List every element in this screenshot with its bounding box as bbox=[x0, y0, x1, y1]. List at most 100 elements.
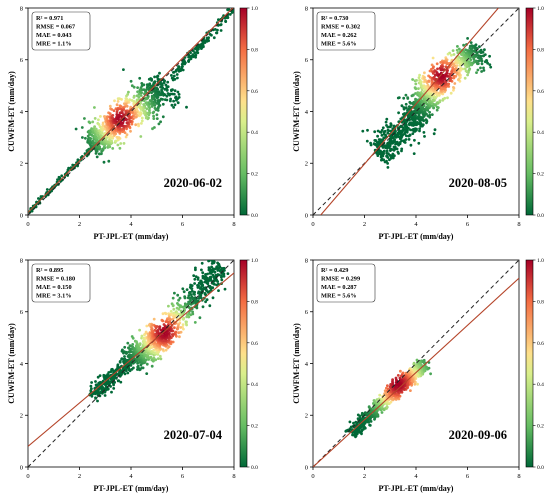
data-point bbox=[159, 120, 163, 124]
data-point bbox=[402, 96, 406, 100]
data-point bbox=[116, 100, 120, 103]
stats-box-frame bbox=[316, 11, 376, 51]
data-point bbox=[176, 327, 179, 331]
data-point bbox=[403, 128, 407, 132]
data-point bbox=[190, 289, 194, 293]
data-point bbox=[423, 76, 426, 79]
data-point bbox=[193, 47, 197, 51]
x-tick-label: 0 bbox=[26, 473, 29, 480]
data-point bbox=[172, 106, 176, 109]
data-point bbox=[99, 115, 102, 118]
data-point bbox=[181, 323, 185, 326]
data-point bbox=[176, 101, 180, 105]
data-point bbox=[138, 76, 142, 80]
colorbar: 0.0 0.2 0.4 0.6 0.8 1.0 bbox=[239, 6, 258, 219]
data-point bbox=[196, 278, 200, 281]
data-point bbox=[165, 89, 169, 92]
data-point bbox=[488, 54, 491, 58]
stat-line: MRE = 1.1% bbox=[36, 41, 72, 48]
data-point bbox=[120, 121, 123, 125]
data-point bbox=[418, 73, 421, 77]
data-point bbox=[177, 69, 181, 73]
data-point bbox=[118, 360, 122, 363]
data-point bbox=[185, 288, 189, 291]
data-point bbox=[132, 366, 135, 370]
data-point bbox=[137, 92, 141, 96]
x-tick-label: 4 bbox=[414, 221, 418, 228]
data-point bbox=[171, 78, 175, 82]
data-point bbox=[421, 123, 425, 127]
data-point bbox=[428, 113, 432, 117]
data-point bbox=[463, 76, 467, 80]
data-point bbox=[372, 402, 375, 405]
data-point bbox=[140, 122, 143, 125]
data-point bbox=[200, 47, 203, 50]
data-point bbox=[219, 29, 223, 32]
fit-line bbox=[28, 272, 234, 447]
data-point bbox=[135, 340, 138, 343]
data-point bbox=[125, 94, 128, 98]
y-tick-label: 0 bbox=[305, 464, 308, 471]
data-point bbox=[124, 135, 128, 139]
data-point bbox=[100, 152, 103, 156]
data-point bbox=[119, 142, 123, 145]
data-point bbox=[374, 139, 378, 143]
data-point bbox=[463, 63, 467, 67]
data-point bbox=[380, 128, 384, 132]
y-tick-label: 6 bbox=[20, 309, 24, 316]
scatter-points bbox=[28, 8, 234, 215]
data-point bbox=[415, 79, 418, 82]
stat-line: R² = 0.971 bbox=[36, 15, 63, 22]
data-point bbox=[148, 108, 151, 112]
data-point bbox=[157, 122, 161, 126]
data-point bbox=[478, 50, 481, 53]
data-point bbox=[446, 96, 449, 100]
data-point bbox=[391, 156, 395, 160]
data-point bbox=[177, 303, 180, 307]
data-point bbox=[385, 117, 389, 121]
data-point bbox=[348, 420, 352, 424]
data-point bbox=[404, 93, 408, 97]
data-point bbox=[164, 320, 168, 323]
data-point bbox=[366, 128, 369, 132]
data-point bbox=[144, 116, 148, 120]
data-point bbox=[196, 284, 199, 287]
data-point bbox=[123, 131, 127, 135]
data-point bbox=[216, 280, 220, 283]
data-point bbox=[136, 362, 140, 365]
data-point bbox=[172, 307, 176, 311]
data-point bbox=[435, 105, 439, 109]
data-point bbox=[417, 76, 421, 79]
date-label: 2020-07-04 bbox=[164, 428, 223, 442]
data-point bbox=[444, 73, 447, 76]
stat-line: MAE = 0.287 bbox=[321, 284, 357, 291]
data-point bbox=[81, 136, 84, 139]
data-point bbox=[96, 399, 99, 403]
data-point bbox=[373, 399, 376, 403]
data-point bbox=[217, 289, 220, 292]
y-tick-label: 0 bbox=[305, 212, 308, 219]
data-point bbox=[161, 102, 165, 106]
colorbar-gradient bbox=[525, 7, 534, 216]
data-point bbox=[479, 66, 482, 70]
data-point bbox=[113, 99, 116, 103]
data-point bbox=[419, 103, 422, 107]
fit-line bbox=[320, 8, 499, 215]
data-point bbox=[432, 102, 436, 106]
data-point bbox=[211, 296, 215, 300]
data-point bbox=[380, 411, 384, 414]
data-point bbox=[361, 129, 365, 133]
data-point bbox=[488, 63, 492, 66]
stat-line: R² = 0.429 bbox=[321, 267, 348, 274]
data-point bbox=[386, 131, 390, 135]
colorbar: 0.0 0.2 0.4 0.6 0.8 1.0 bbox=[525, 6, 544, 219]
data-point bbox=[208, 271, 212, 275]
data-point bbox=[228, 13, 232, 16]
data-point bbox=[169, 340, 173, 344]
data-point bbox=[427, 80, 431, 83]
data-point bbox=[480, 70, 483, 73]
data-point bbox=[108, 138, 111, 142]
data-point bbox=[384, 133, 387, 137]
colorbar-tick-label: 0.2 bbox=[251, 424, 258, 430]
data-point bbox=[416, 121, 419, 124]
